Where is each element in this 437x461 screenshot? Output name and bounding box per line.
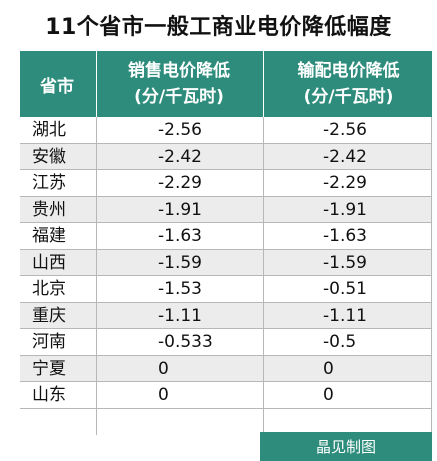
cell-province: 湖北 (32, 120, 66, 140)
header-divider (96, 51, 97, 117)
cell-province: 重庆 (32, 305, 66, 326)
header-divider (263, 51, 264, 117)
cell-province: 福建 (32, 226, 66, 247)
table-row: 福建 -1.63 -1.63 (20, 223, 432, 250)
table-row: 江苏 -2.29 -2.29 (20, 170, 432, 197)
cell-sales: -2.56 (158, 120, 202, 140)
cell-transmission: -2.42 (323, 146, 367, 167)
cell-sales: 0 (158, 385, 169, 406)
header-province: 省市 (40, 76, 74, 97)
header-sales-line1: 销售电价降低 (128, 61, 230, 81)
cell-province: 江苏 (32, 173, 66, 194)
cell-sales: -0.533 (158, 332, 213, 353)
table-row: 安徽 -2.42 -2.42 (20, 143, 432, 171)
table-row: 重庆 -1.11 -1.11 (20, 302, 432, 330)
cell-transmission: -1.91 (323, 199, 367, 220)
table-row: 贵州 -1.91 -1.91 (20, 196, 432, 224)
header-sales-price: 销售电价降低 (分/千瓦时) (98, 51, 260, 117)
cell-transmission: 0 (323, 385, 334, 406)
header-sales-line2: (分/千瓦时) (134, 87, 224, 107)
header-transmission-line1: 输配电价降低 (297, 61, 400, 81)
cell-province: 北京 (32, 279, 66, 300)
cell-sales: -1.91 (158, 199, 202, 220)
cell-province: 山东 (32, 385, 66, 406)
table-body: 湖北 -2.56 -2.56 安徽 -2.42 -2.42 江苏 -2.29 -… (20, 117, 432, 410)
source-credit: 晶见制图 (260, 432, 432, 461)
page-title: 11个省市一般工商业电价降低幅度 (45, 15, 392, 40)
cell-province: 河南 (32, 332, 66, 353)
table-row: 山西 -1.59 -1.59 (20, 249, 432, 277)
cell-sales: 0 (158, 358, 169, 379)
cell-sales: -2.42 (158, 146, 202, 167)
cell-province: 山西 (32, 252, 66, 273)
column-divider (263, 117, 264, 435)
cell-sales: -1.59 (158, 252, 202, 273)
table-row: 河南 -0.533 -0.5 (20, 329, 432, 356)
cell-transmission: 0 (323, 358, 334, 379)
cell-transmission: -2.56 (323, 120, 367, 140)
cell-transmission: -1.11 (323, 305, 367, 326)
cell-transmission: -2.29 (323, 173, 367, 194)
cell-sales: -1.63 (158, 226, 202, 247)
cell-transmission: -1.63 (323, 226, 367, 247)
table-row: 北京 -1.53 -0.51 (20, 276, 432, 303)
table-row: 山东 0 0 (20, 382, 432, 410)
cell-sales: -1.53 (158, 279, 202, 300)
cell-transmission: -1.59 (323, 252, 367, 273)
table-header: 省市 销售电价降低 (分/千瓦时) 输配电价降低 (分/千瓦时) (20, 51, 432, 117)
header-transmission-price: 输配电价降低 (分/千瓦时) (265, 51, 432, 117)
cell-province: 宁夏 (32, 358, 66, 379)
table-right-border (431, 117, 432, 435)
column-divider (96, 117, 97, 435)
cell-transmission: -0.51 (323, 279, 367, 300)
cell-province: 安徽 (32, 146, 66, 167)
cell-province: 贵州 (32, 199, 66, 220)
cell-sales: -2.29 (158, 173, 202, 194)
cell-transmission: -0.5 (323, 332, 357, 353)
cell-sales: -1.11 (158, 305, 202, 326)
table-row: 宁夏 0 0 (20, 355, 432, 383)
table-row: 湖北 -2.56 -2.56 (20, 117, 432, 144)
header-transmission-line2: (分/千瓦时) (303, 87, 394, 107)
